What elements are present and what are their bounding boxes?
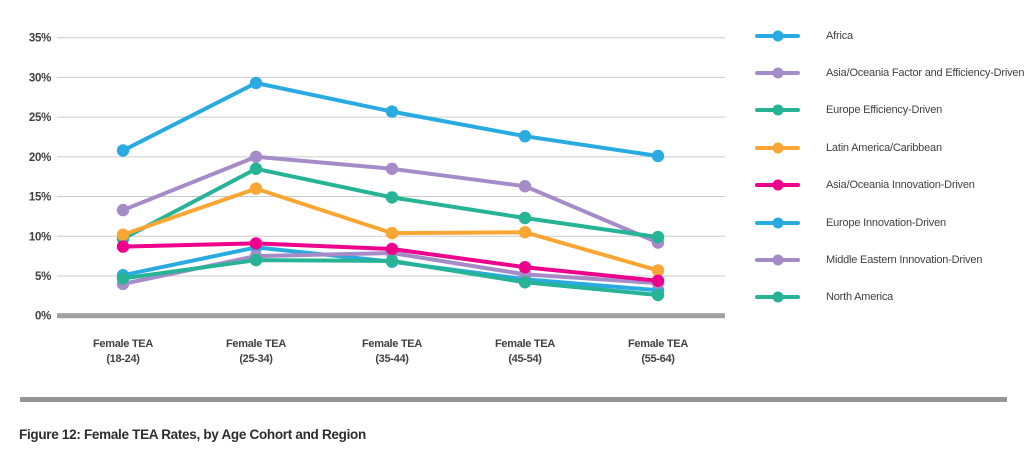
data-point xyxy=(249,76,263,90)
legend-label: Europe Innovation-Driven xyxy=(826,216,946,229)
y-tick-label: 0% xyxy=(35,311,51,323)
data-point xyxy=(651,230,665,244)
data-point xyxy=(518,261,532,274)
x-category-label: Female TEA (18-24) xyxy=(93,338,153,365)
legend-dot-icon xyxy=(772,179,783,191)
legend-line-swatch-icon xyxy=(755,179,800,191)
data-point xyxy=(385,254,399,268)
data-point xyxy=(116,240,130,253)
x-category-label: Female TEA (35-44) xyxy=(362,338,422,365)
data-point xyxy=(116,144,130,157)
data-point xyxy=(518,180,532,193)
legend-item: North America xyxy=(755,279,1020,316)
legend-dot-icon xyxy=(772,30,783,42)
y-tick-label: 35% xyxy=(29,33,51,45)
line-chart: 35% 30% 25% 20% 15% 10% 5% 0% Female TEA (18-24) F… xyxy=(29,33,725,365)
legend-label: Middle Eastern Innovation-Driven xyxy=(826,254,983,267)
data-point xyxy=(651,264,665,277)
data-point xyxy=(518,211,532,225)
legend-label: Latin America/Caribbean xyxy=(826,141,942,154)
legend-line-swatch-icon xyxy=(755,67,800,79)
y-tick-label: 30% xyxy=(29,72,51,84)
legend-item: Asia/Oceania Factor and Efficiency-Drive… xyxy=(755,54,1024,91)
legend-label: Asia/Oceania Innovation-Driven xyxy=(826,179,975,192)
y-tick-label: 5% xyxy=(35,271,51,283)
legend-dot-icon xyxy=(772,104,783,116)
legend-dot-icon xyxy=(772,142,783,154)
data-point xyxy=(249,237,263,250)
legend-item: Europe Innovation-Driven xyxy=(755,204,1020,241)
legend-label: Africa xyxy=(826,29,853,42)
legend-dot-icon xyxy=(772,67,783,79)
data-point xyxy=(651,288,665,302)
data-point xyxy=(116,203,130,217)
legend-item: Middle Eastern Innovation-Driven xyxy=(755,241,1020,278)
legend-dot-icon xyxy=(772,217,783,229)
legend-label: Europe Efficiency-Driven xyxy=(826,104,943,117)
legend-line-swatch-icon xyxy=(755,291,800,303)
y-tick-label: 10% xyxy=(29,231,51,243)
legend-line-swatch-icon xyxy=(755,254,800,266)
legend-dot-icon xyxy=(772,291,783,303)
data-point xyxy=(518,130,532,143)
legend-item: Africa xyxy=(755,17,1020,54)
legend-item: Asia/Oceania Innovation-Driven xyxy=(755,167,1020,204)
data-point xyxy=(385,162,399,175)
data-point xyxy=(651,274,665,287)
y-tick-label: 25% xyxy=(29,112,51,124)
figure-caption: Figure 12: Female TEA Rates, by Age Coho… xyxy=(19,427,366,442)
data-point xyxy=(385,226,399,240)
legend-line-swatch-icon xyxy=(755,142,800,154)
data-point xyxy=(116,228,130,241)
legend-dot-icon xyxy=(772,254,783,266)
data-point xyxy=(249,253,263,267)
data-point xyxy=(249,150,263,163)
legend-line-swatch-icon xyxy=(755,217,800,229)
legend-label: Asia/Oceania Factor and Efficiency-Drive… xyxy=(826,67,1024,80)
x-category-label: Female TEA (55-64) xyxy=(628,338,688,365)
data-point xyxy=(651,149,665,163)
data-point xyxy=(385,242,399,256)
y-tick-label: 15% xyxy=(29,192,51,204)
legend-label: North America xyxy=(826,291,894,304)
line-chart-canvas: 35% 30% 25% 20% 15% 10% 5% 0% Female TEA (18-24) F… xyxy=(29,33,725,365)
x-category-label: Female TEA (25-34) xyxy=(226,338,286,365)
legend-item: Latin America/Caribbean xyxy=(755,129,1020,166)
data-point xyxy=(385,105,399,118)
y-tick-label: 20% xyxy=(29,152,51,164)
data-point xyxy=(249,182,263,195)
series-line xyxy=(121,81,660,158)
x-category-label: Female TEA (45-54) xyxy=(495,338,555,365)
data-point xyxy=(518,276,532,289)
chart-legend: Africa Asia/Oceania Factor and Efficiency… xyxy=(755,17,1024,316)
data-point xyxy=(249,162,263,175)
divider-bar xyxy=(20,397,1007,402)
data-point xyxy=(518,226,532,239)
legend-item: Europe Efficiency-Driven xyxy=(755,92,1020,129)
x-axis-baseline xyxy=(57,313,725,319)
data-point xyxy=(385,191,399,204)
data-point xyxy=(116,272,130,285)
legend-line-swatch-icon xyxy=(755,104,800,116)
legend-line-swatch-icon xyxy=(755,30,800,42)
